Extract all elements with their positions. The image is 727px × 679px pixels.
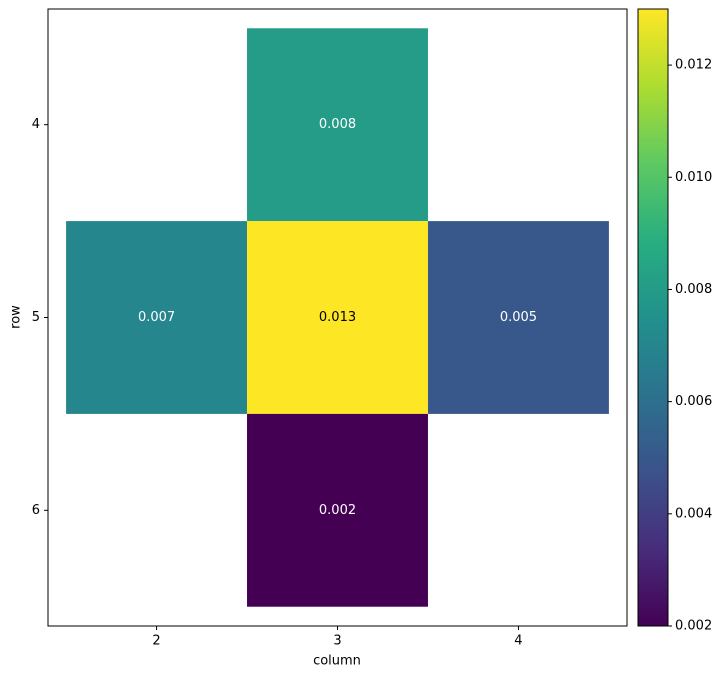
cell-label: 0.007 (138, 310, 175, 325)
colorbar-tick-label: 0.006 (675, 394, 712, 409)
colorbar-tick-label: 0.002 (675, 619, 712, 634)
cell-label: 0.013 (319, 310, 356, 325)
heat-cell (427, 221, 609, 414)
y-tick-label: 5 (32, 310, 40, 325)
heat-cell (247, 413, 428, 607)
y-tick-label: 6 (32, 503, 40, 518)
colorbar (637, 8, 669, 627)
cell-label: 0.008 (319, 117, 356, 132)
heat-cell (247, 221, 428, 414)
heat-cell (247, 28, 428, 222)
cell-label: 0.005 (500, 310, 537, 325)
x-tick-label: 3 (333, 634, 341, 649)
colorbar-tick-label: 0.012 (675, 58, 712, 73)
colorbar-tick-label: 0.008 (675, 282, 712, 297)
heat-cell (66, 221, 248, 414)
y-tick-label: 4 (32, 117, 40, 132)
cell-label: 0.002 (319, 503, 356, 518)
y-axis-label: row (9, 305, 24, 329)
colorbar-tick-label: 0.004 (675, 506, 712, 521)
x-tick-label: 4 (514, 634, 522, 649)
colorbar-tick-label: 0.010 (675, 170, 712, 185)
x-axis-label: column (313, 654, 361, 669)
x-tick-label: 2 (152, 634, 160, 649)
